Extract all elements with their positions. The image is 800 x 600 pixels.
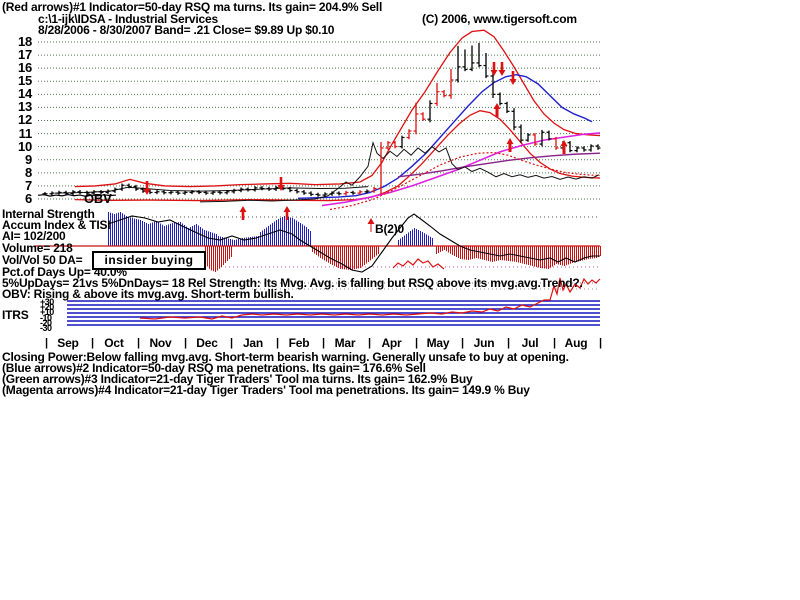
- month-label: Sep: [57, 336, 79, 350]
- month-tick: |: [599, 337, 602, 349]
- month-tick: |: [415, 337, 418, 349]
- date-range-quote: 8/28/2006 - 8/30/2007 Band= .21 Close= $…: [38, 23, 335, 37]
- price-tick-label: 11: [18, 125, 33, 141]
- price-tick-label: 7: [24, 177, 32, 193]
- itrs-scale-label: -30: [40, 323, 52, 333]
- updays-relstrength-note: 5%UpDays= 21vs 5%DnDays= 18 Rel Strength…: [2, 276, 583, 290]
- itrs-scale-label: +20: [40, 302, 54, 313]
- price-tick-label: 17: [17, 47, 32, 63]
- obv-label: OBV: [84, 191, 112, 206]
- month-tick: |: [322, 337, 325, 349]
- indicator4-summary: (Magenta arrows)#4 Indicator=21-day Tige…: [2, 383, 530, 397]
- month-label: May: [426, 336, 450, 350]
- price-tick-label: 15: [17, 73, 32, 89]
- insider-buying-annotation: insider buying: [92, 251, 206, 270]
- accum-index-label: Accum Index & TISI: [2, 218, 111, 232]
- month-tick: |: [45, 337, 48, 349]
- itrs-scale-label: +30: [40, 297, 54, 307]
- price-tick-label: 14: [17, 86, 32, 102]
- month-label: Mar: [334, 336, 356, 350]
- month-label: Aug: [564, 336, 588, 350]
- month-label: Jun: [473, 336, 495, 350]
- indicator2-summary: (Blue arrows)#2 Indicator=50-day RSQ ma …: [2, 361, 426, 375]
- month-label: Jul: [521, 336, 539, 350]
- price-tick-label: 6: [24, 190, 32, 206]
- itrs-scale-label: -20: [40, 317, 52, 328]
- obv-note: OBV: Rising & above its mvg.avg. Short-t…: [2, 287, 294, 301]
- month-tick: |: [507, 337, 510, 349]
- volume-value: Volume= 218: [2, 241, 73, 255]
- month-tick: |: [276, 337, 279, 349]
- price-tick-label: 16: [17, 60, 32, 76]
- file-path-title: c:\1-ijk\IDSA - Industrial Services: [38, 12, 218, 26]
- volvol-label: Vol/Vol 50 DA=: [2, 253, 83, 267]
- month-tick: |: [461, 337, 464, 349]
- month-tick: |: [91, 337, 94, 349]
- price-tick-label: 9: [24, 151, 32, 167]
- itrs-label: ITRS: [2, 308, 29, 322]
- price-tick-label: 8: [24, 164, 32, 180]
- price-tick-label: 13: [17, 99, 32, 115]
- month-tick: |: [553, 337, 556, 349]
- copyright-label: (C) 2006, www.tigersoft.com: [422, 12, 577, 26]
- itrs-scale-label: -10: [40, 312, 52, 323]
- month-tick: |: [184, 337, 187, 349]
- itrs-scale-label: +10: [40, 307, 54, 318]
- closing-power-note: Closing Power:Below falling mvg.avg. Sho…: [2, 350, 569, 364]
- price-tick-label: 18: [17, 34, 32, 49]
- month-tick: |: [368, 337, 371, 349]
- ai-value: AI= 102/200: [2, 229, 66, 243]
- month-label: Dec: [196, 336, 218, 350]
- month-label: Oct: [104, 336, 124, 350]
- month-label: Feb: [288, 336, 310, 350]
- month-tick: |: [230, 337, 233, 349]
- month-tick: |: [137, 337, 140, 349]
- price-tick-label: 12: [17, 112, 32, 128]
- month-label: Apr: [381, 336, 402, 350]
- month-label: Jan: [242, 336, 264, 350]
- indicator3-summary: (Green arrows)#3 Indicator=21-day Tiger …: [2, 372, 473, 386]
- month-label: Nov: [149, 336, 172, 350]
- price-tick-label: 10: [17, 138, 32, 154]
- internal-strength-label: Internal Strength: [2, 207, 95, 221]
- indicator1-summary: (Red arrows)#1 Indicator=50-day RSQ ma t…: [2, 0, 383, 14]
